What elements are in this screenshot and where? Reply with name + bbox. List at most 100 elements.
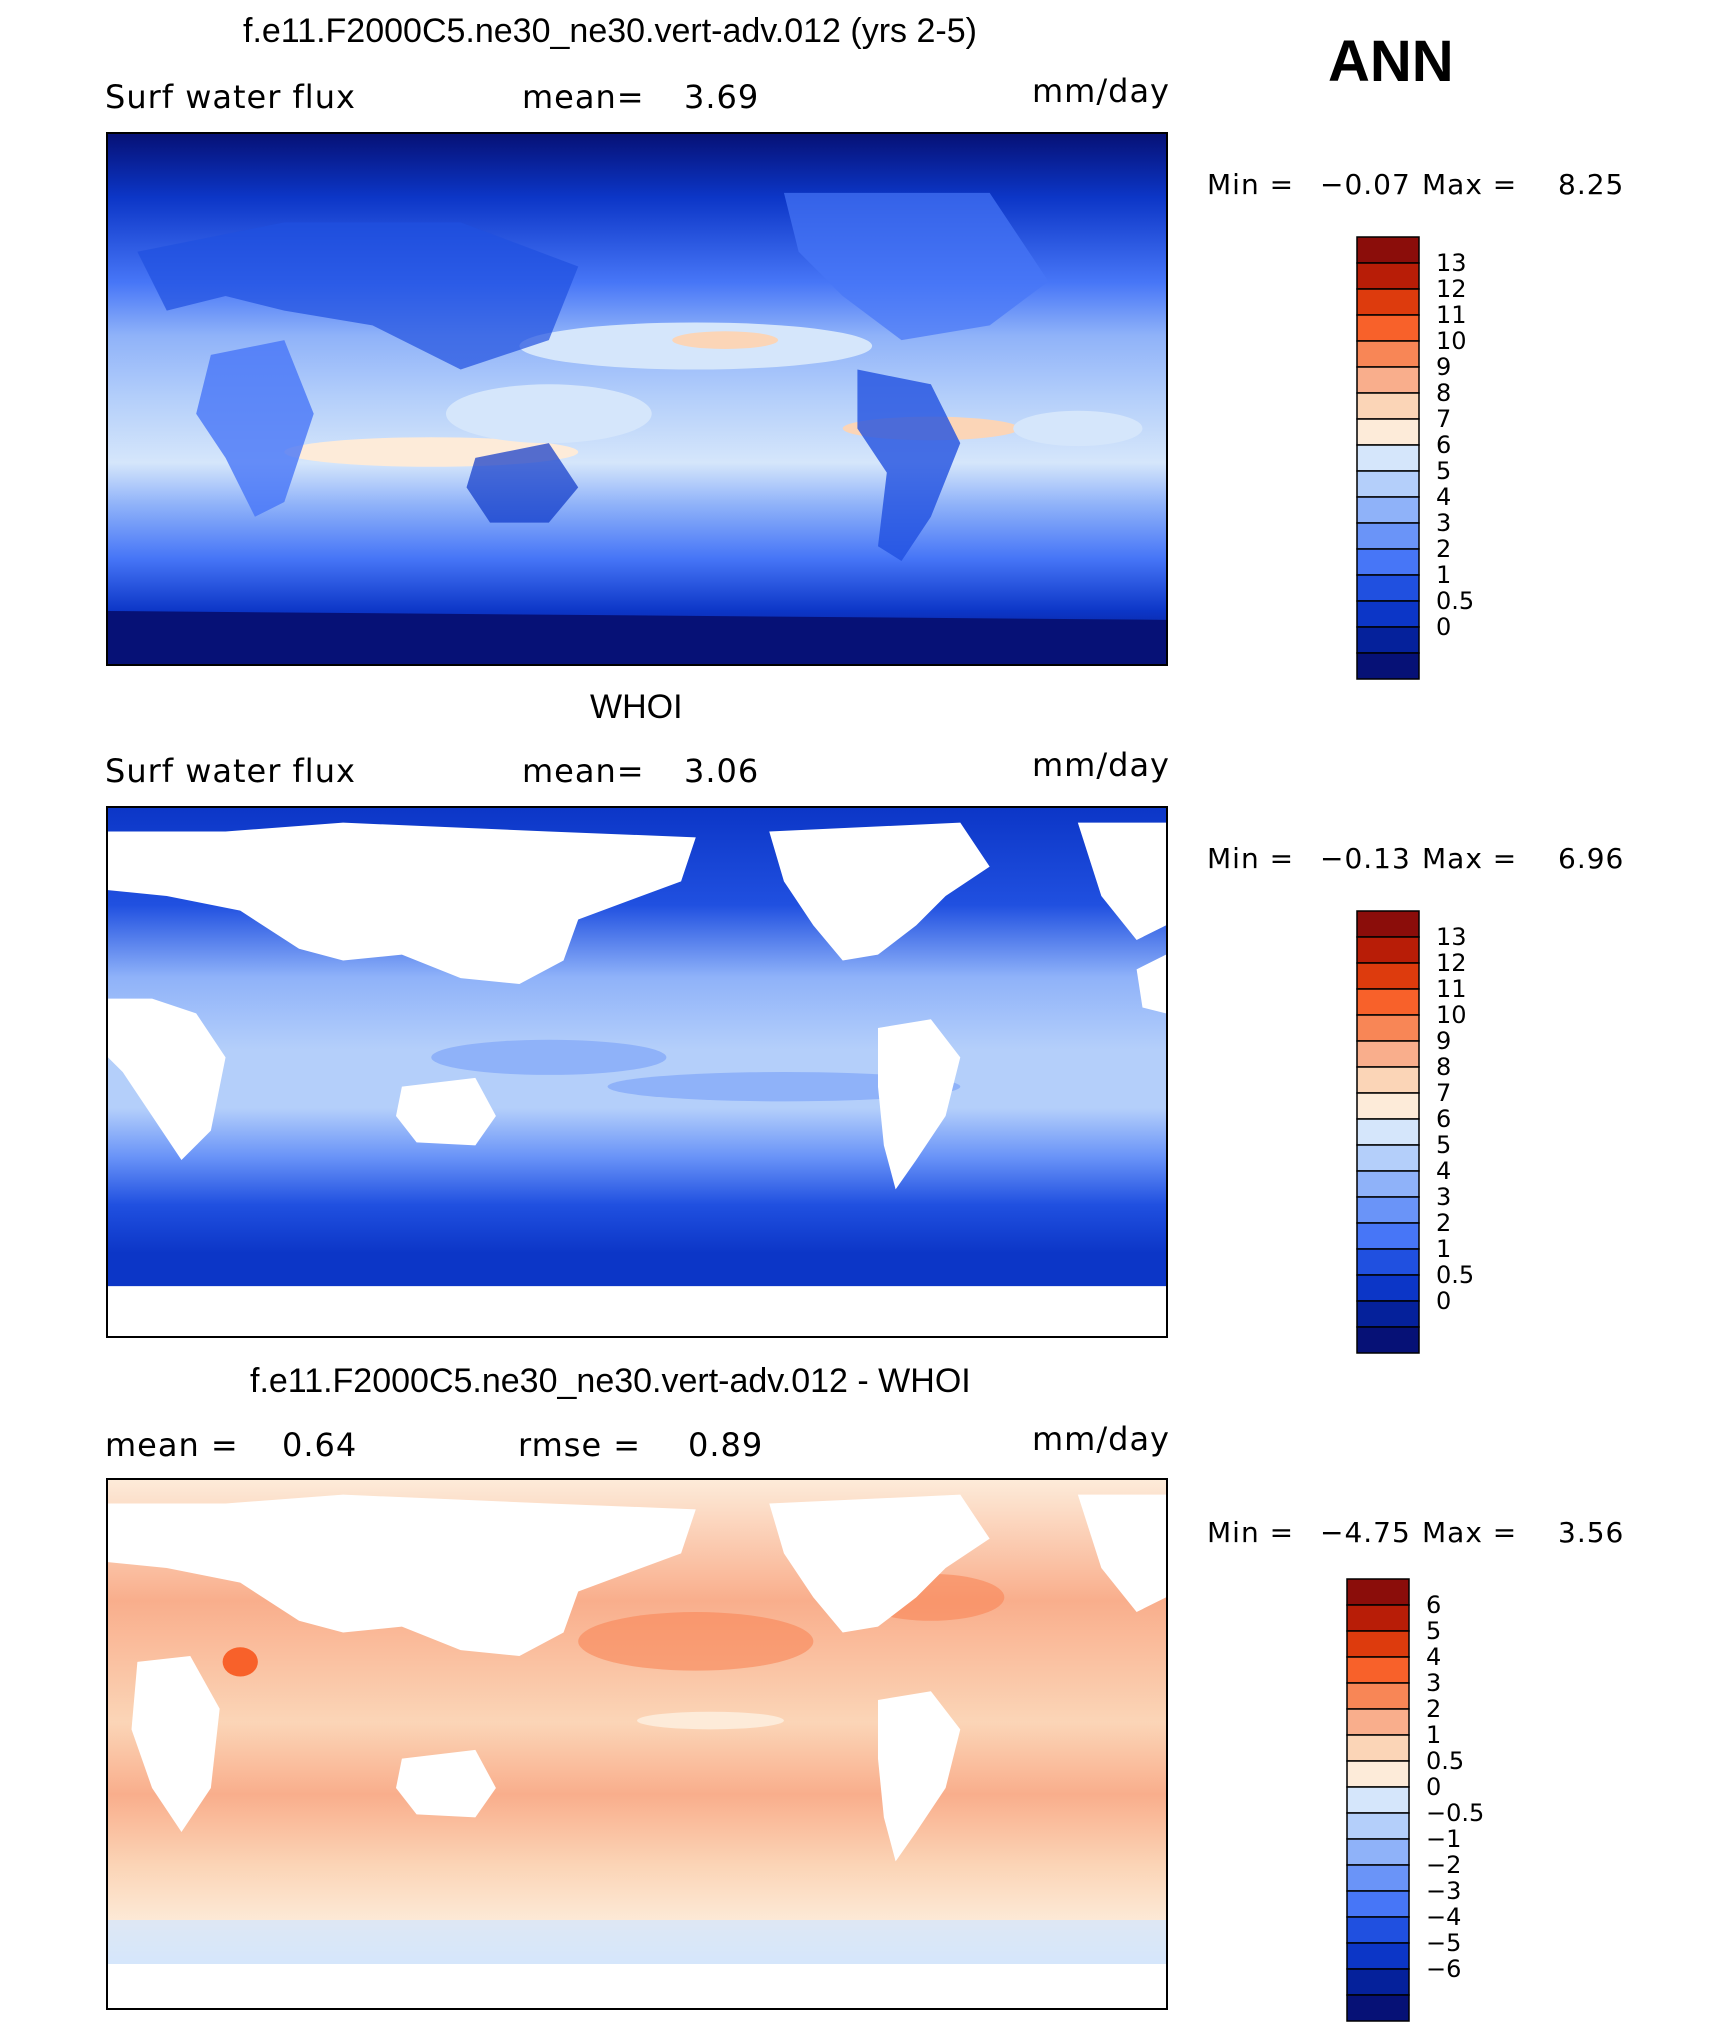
panel2-mean-label: mean= xyxy=(522,752,645,790)
colorbar-tick-label: 1 xyxy=(1426,1721,1442,1749)
panel2-min-label: Min = xyxy=(1207,842,1295,875)
colorbar-tick-label: −4 xyxy=(1426,1903,1462,1931)
colorbar-tick-label: 2 xyxy=(1436,1209,1452,1237)
colorbar-box xyxy=(1356,1300,1420,1328)
colorbar-tick-label: 0.5 xyxy=(1436,1261,1475,1289)
panel2-colorbar: 13 12 11 10 9 8 7 6 5 4 3 2 1 0.5 0 xyxy=(1356,910,1474,1354)
colorbar-tick-label: 10 xyxy=(1436,1001,1467,1029)
colorbar-tick-label: 11 xyxy=(1436,301,1467,329)
colorbar-tick-label: 0.5 xyxy=(1436,587,1475,615)
colorbar-box xyxy=(1356,340,1420,368)
panel1-min-label: Min = xyxy=(1207,168,1295,201)
colorbar-box xyxy=(1356,600,1420,628)
colorbar-box xyxy=(1356,1248,1420,1276)
colorbar-box xyxy=(1356,1040,1420,1068)
colorbar-tick-label: 13 xyxy=(1436,249,1467,277)
panel3-title: f.e11.F2000C5.ne30_ne30.vert-adv.012 - W… xyxy=(250,1362,971,1400)
colorbar-box xyxy=(1346,1578,1410,1606)
colorbar-tick-label: 4 xyxy=(1436,1157,1452,1185)
colorbar-tick-label: 6 xyxy=(1426,1591,1442,1619)
colorbar-box xyxy=(1356,1092,1420,1120)
colorbar-box xyxy=(1346,1786,1410,1814)
panel3-max-value: 3.56 xyxy=(1558,1516,1625,1549)
colorbar-box xyxy=(1346,1994,1410,2022)
panel3-mean-value: 0.64 xyxy=(282,1426,358,1464)
panel3-map xyxy=(106,1478,1168,2010)
colorbar-tick-label: 9 xyxy=(1436,1027,1452,1055)
panel1-map xyxy=(106,132,1168,666)
panel2-min-value: −0.13 xyxy=(1320,842,1411,875)
colorbar-boxes xyxy=(1346,1578,1410,2022)
colorbar-box xyxy=(1346,1604,1410,1632)
colorbar-box xyxy=(1356,1118,1420,1146)
colorbar-box xyxy=(1356,936,1420,964)
colorbar-tick-label: 13 xyxy=(1436,923,1467,951)
colorbar-box xyxy=(1346,1812,1410,1840)
colorbar-box xyxy=(1356,418,1420,446)
panel1-mean-value: 3.69 xyxy=(684,78,760,116)
colorbar-box xyxy=(1356,522,1420,550)
panel3-mean-label: mean = xyxy=(105,1426,239,1464)
colorbar-box xyxy=(1356,496,1420,524)
panel2-variable: Surf water flux xyxy=(105,752,356,790)
colorbar-tick-label: −1 xyxy=(1426,1825,1462,1853)
panel1-units: mm/day xyxy=(1032,72,1170,110)
colorbar-box xyxy=(1356,1274,1420,1302)
colorbar-box xyxy=(1356,962,1420,990)
colorbar-box xyxy=(1346,1890,1410,1918)
colorbar-tick-label: 7 xyxy=(1436,1079,1452,1107)
colorbar-tick-label: 2 xyxy=(1426,1695,1442,1723)
panel2-title: WHOI xyxy=(590,688,683,726)
colorbar-tick-label: 6 xyxy=(1436,1105,1452,1133)
panel3-min-label: Min = xyxy=(1207,1516,1295,1549)
panel2-map xyxy=(106,806,1168,1338)
panel1-max-label: Max = xyxy=(1422,168,1518,201)
colorbar-tick-label: 8 xyxy=(1436,1053,1452,1081)
colorbar-tick-label: 3 xyxy=(1426,1669,1442,1697)
panel2-units: mm/day xyxy=(1032,746,1170,784)
colorbar-tick-label: 0.5 xyxy=(1426,1747,1465,1775)
colorbar-tick-label: 0 xyxy=(1426,1773,1442,1801)
colorbar-tick-label: 4 xyxy=(1426,1643,1442,1671)
colorbar-tick-label: −2 xyxy=(1426,1851,1462,1879)
colorbar-tick-label: 1 xyxy=(1436,561,1452,589)
panel3-max-label: Max = xyxy=(1422,1516,1518,1549)
panel1-variable: Surf water flux xyxy=(105,78,356,116)
colorbar-tick-label: 0 xyxy=(1436,613,1452,641)
colorbar-tick-label: 5 xyxy=(1436,457,1452,485)
colorbar-box xyxy=(1356,910,1420,938)
colorbar-box xyxy=(1356,1014,1420,1042)
colorbar-tick-label: 4 xyxy=(1436,483,1452,511)
colorbar-box xyxy=(1356,236,1420,264)
colorbar-box xyxy=(1346,1656,1410,1684)
panel3-units: mm/day xyxy=(1032,1420,1170,1458)
season-label: ANN xyxy=(1328,29,1454,94)
colorbar-box xyxy=(1356,1222,1420,1250)
panel3-min-value: −4.75 xyxy=(1320,1516,1411,1549)
panel1-min-value: −0.07 xyxy=(1320,168,1411,201)
panel2-mean-value: 3.06 xyxy=(684,752,760,790)
colorbar-box xyxy=(1356,288,1420,316)
panel2-max-label: Max = xyxy=(1422,842,1518,875)
colorbar-tick-label: 11 xyxy=(1436,975,1467,1003)
colorbar-box xyxy=(1356,1144,1420,1172)
colorbar-tick-label: 3 xyxy=(1436,509,1452,537)
colorbar-tick-label: 5 xyxy=(1426,1617,1442,1645)
colorbar-boxes xyxy=(1356,236,1420,680)
colorbar-box xyxy=(1356,470,1420,498)
colorbar-tick-label: 5 xyxy=(1436,1131,1452,1159)
colorbar-box xyxy=(1356,1196,1420,1224)
colorbar-box xyxy=(1346,1630,1410,1658)
colorbar-box xyxy=(1346,1968,1410,1996)
colorbar-box xyxy=(1356,1066,1420,1094)
panel1-title: f.e11.F2000C5.ne30_ne30.vert-adv.012 (yr… xyxy=(243,12,977,50)
panel3-map-field xyxy=(108,1480,1166,2008)
colorbar-box xyxy=(1356,1170,1420,1198)
colorbar-box xyxy=(1356,988,1420,1016)
colorbar-box xyxy=(1356,444,1420,472)
colorbar-box xyxy=(1356,262,1420,290)
panel1-map-field xyxy=(108,134,1166,664)
colorbar-tick-label: 0 xyxy=(1436,1287,1452,1315)
panel2-max-value: 6.96 xyxy=(1558,842,1625,875)
colorbar-box xyxy=(1346,1708,1410,1736)
